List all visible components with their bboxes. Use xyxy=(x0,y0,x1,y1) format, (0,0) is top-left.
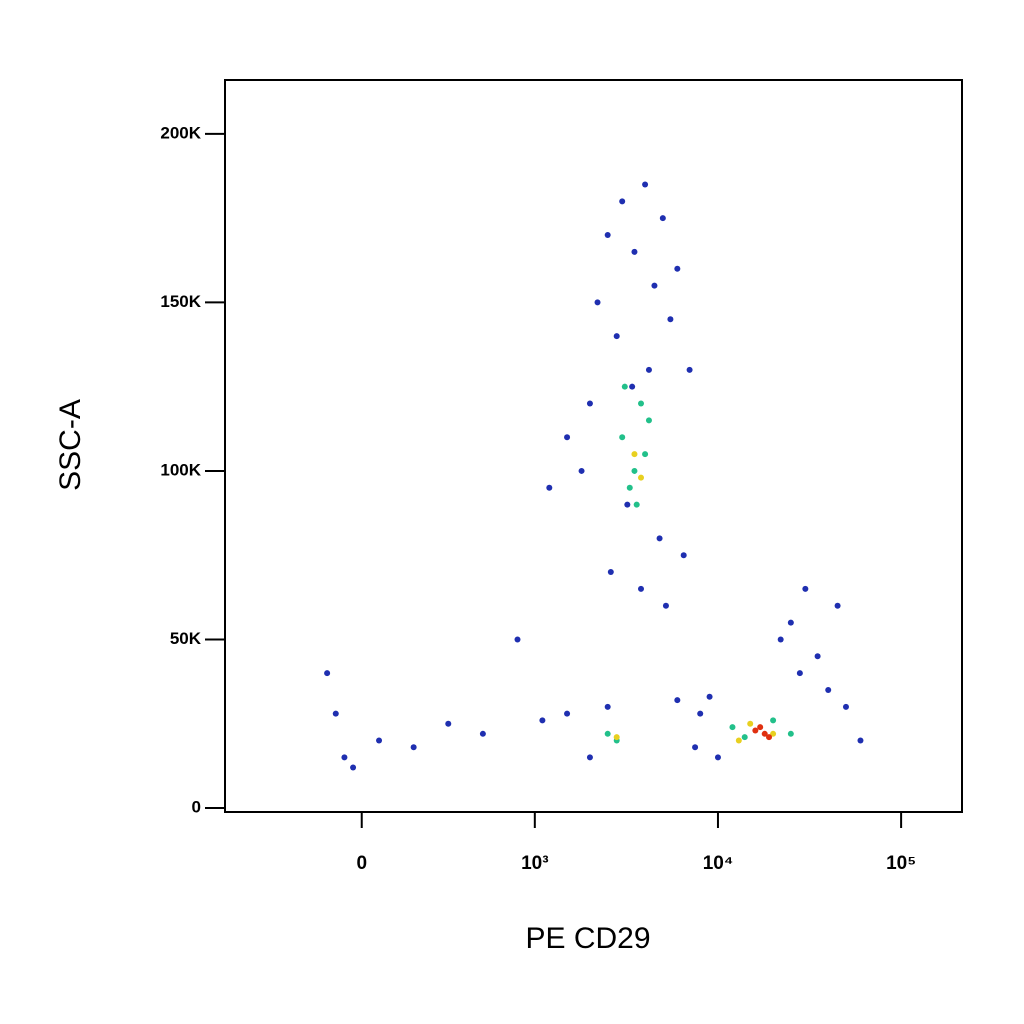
data-point xyxy=(834,602,841,609)
data-point xyxy=(697,710,704,717)
data-point xyxy=(604,232,611,239)
data-point xyxy=(645,366,652,373)
data-point xyxy=(607,569,614,576)
data-point xyxy=(770,730,777,737)
x-axis-title: PE CD29 xyxy=(525,922,650,955)
data-point xyxy=(814,653,821,660)
data-point xyxy=(842,703,849,710)
data-point xyxy=(787,619,794,626)
data-point xyxy=(752,727,759,734)
data-point xyxy=(631,248,638,255)
data-point xyxy=(667,316,674,323)
data-point xyxy=(619,198,626,205)
data-point xyxy=(637,585,644,592)
y-axis-title: SSC-A xyxy=(54,399,87,491)
x-tick-label: 10⁴ xyxy=(703,853,734,874)
data-point xyxy=(796,670,803,677)
data-point xyxy=(539,717,546,724)
data-point xyxy=(802,585,809,592)
data-point xyxy=(341,754,348,761)
data-point xyxy=(629,383,636,390)
data-point xyxy=(624,501,631,508)
data-point xyxy=(735,737,742,744)
data-point xyxy=(445,720,452,727)
data-point xyxy=(787,730,794,737)
y-tick-label: 0 xyxy=(192,797,201,816)
data-point xyxy=(729,724,736,731)
data-point xyxy=(564,710,571,717)
data-point xyxy=(586,400,593,407)
data-point xyxy=(662,602,669,609)
data-point xyxy=(479,730,486,737)
data-point xyxy=(410,744,417,751)
data-point xyxy=(332,710,339,717)
data-point xyxy=(594,299,601,306)
y-tick-label: 200K xyxy=(160,123,201,142)
data-point xyxy=(825,687,832,693)
plot-frame xyxy=(224,79,963,813)
data-point xyxy=(604,730,611,737)
data-point xyxy=(619,434,626,441)
data-point xyxy=(350,764,357,771)
data-point xyxy=(564,434,571,441)
data-point xyxy=(770,717,777,724)
data-point xyxy=(626,484,633,491)
data-point xyxy=(621,383,628,390)
y-tick-label: 100K xyxy=(160,460,201,479)
data-point xyxy=(546,484,553,491)
data-point xyxy=(692,744,699,751)
data-point xyxy=(674,697,681,704)
data-point xyxy=(747,720,754,727)
data-point xyxy=(656,535,663,542)
data-point xyxy=(604,703,611,710)
data-point xyxy=(613,734,620,741)
y-tick-label: 150K xyxy=(160,292,201,311)
data-point xyxy=(514,636,521,643)
data-point xyxy=(637,400,644,407)
data-point xyxy=(777,636,784,643)
x-tick-label: 10⁵ xyxy=(886,853,916,874)
data-point xyxy=(651,282,658,289)
data-point xyxy=(659,215,666,222)
data-point xyxy=(645,417,652,424)
data-point xyxy=(714,754,721,761)
data-point xyxy=(613,333,620,340)
data-point xyxy=(324,670,331,677)
data-point xyxy=(631,451,638,458)
data-point xyxy=(686,366,693,373)
data-point xyxy=(633,501,640,508)
data-point xyxy=(706,693,713,700)
data-point xyxy=(761,730,768,737)
data-point xyxy=(642,451,649,458)
data-point xyxy=(642,181,649,188)
data-point xyxy=(674,265,681,272)
data-point xyxy=(637,474,644,481)
y-tick-label: 50K xyxy=(170,629,202,648)
data-point xyxy=(578,467,585,474)
data-point xyxy=(631,467,638,474)
data-point xyxy=(857,737,864,744)
data-point xyxy=(741,734,748,741)
data-point xyxy=(586,754,593,761)
data-point xyxy=(766,734,773,741)
data-point xyxy=(680,552,687,559)
data-point xyxy=(376,737,383,744)
x-tick-label: 10³ xyxy=(521,853,548,874)
x-tick-label: 0 xyxy=(356,853,367,874)
data-point xyxy=(757,724,764,731)
